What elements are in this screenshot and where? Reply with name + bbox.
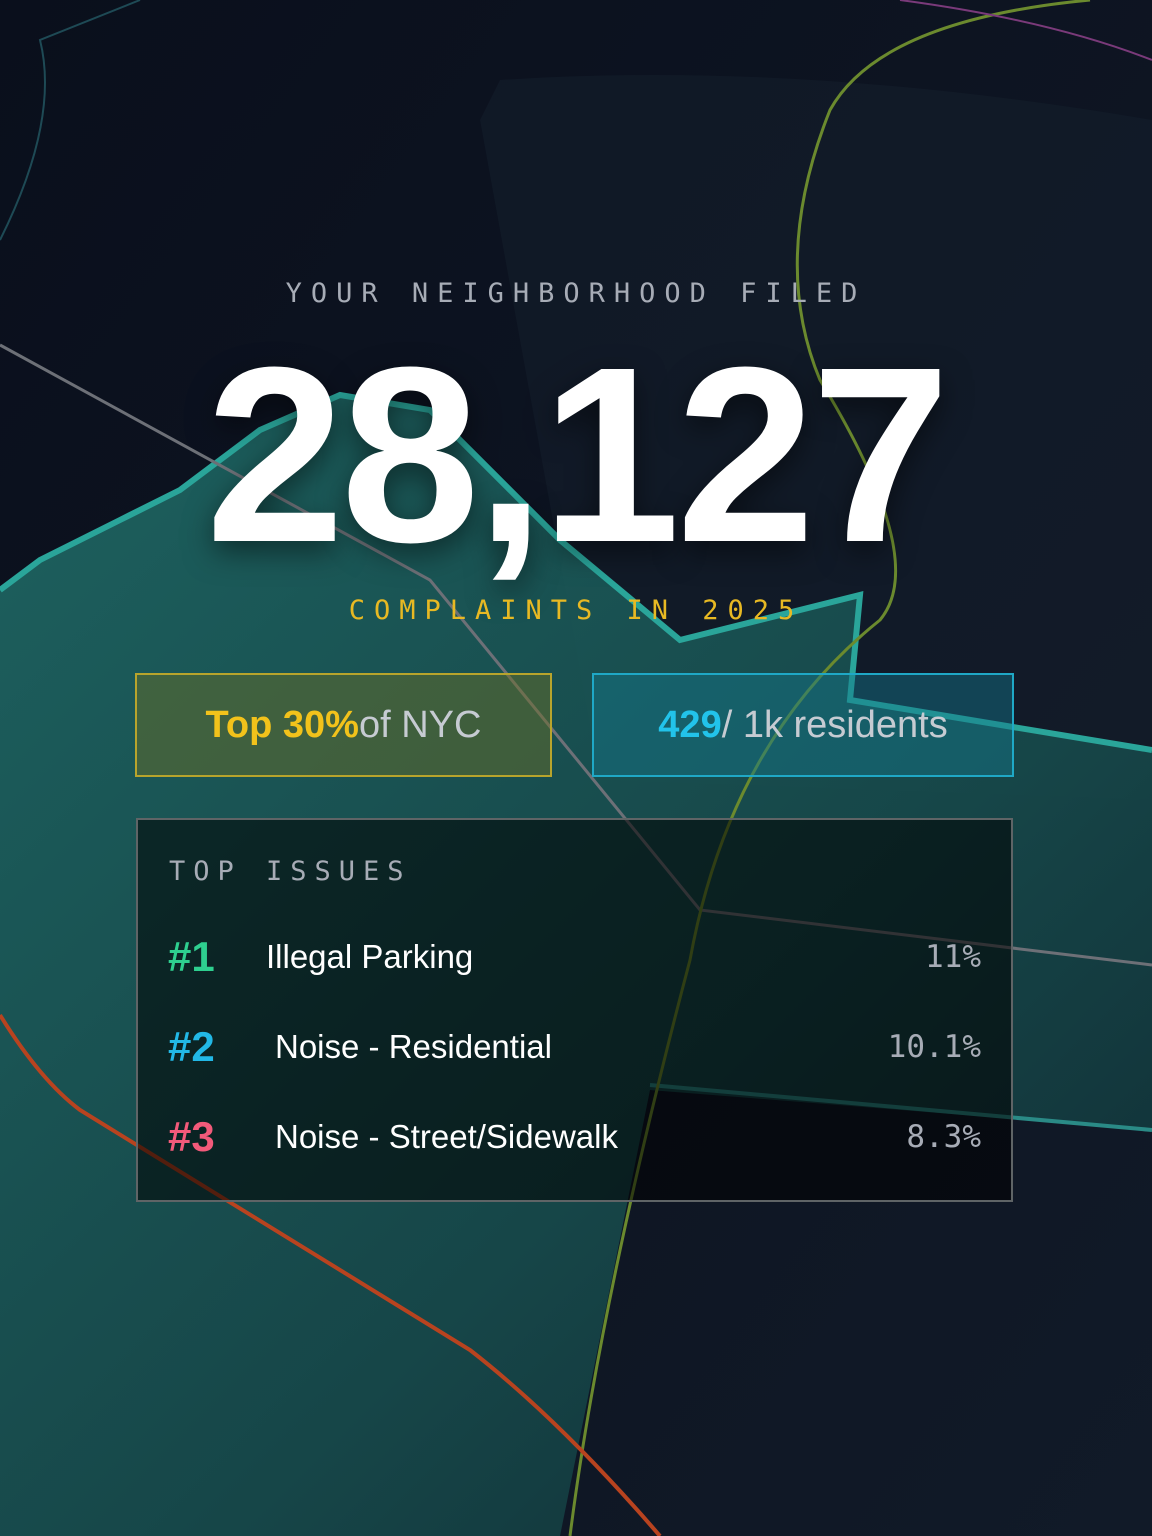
- issue-name: Illegal Parking: [266, 938, 474, 975]
- top-issues-panel: TOP ISSUES #1 Illegal Parking 11% #2 Noise -…: [136, 818, 1013, 1202]
- issue-rank: #1: [168, 933, 215, 980]
- issue-share: 11%: [925, 939, 981, 975]
- rank-badge: Top 30% of NYC: [135, 673, 552, 777]
- badge-highlight: Top 30%: [205, 703, 359, 746]
- rate-badge: 429 / 1k residents: [592, 673, 1014, 777]
- total-count: 28,127: [205, 315, 951, 594]
- issue-name: Noise - Residential: [275, 1028, 552, 1065]
- issue-row: #1 Illegal Parking 11%: [168, 927, 981, 987]
- badge-text: of NYC: [358, 703, 482, 746]
- panel-title: TOP ISSUES: [169, 856, 412, 887]
- issue-name: Noise - Street/Sidewalk: [275, 1118, 618, 1155]
- issue-rank: #2: [168, 1023, 215, 1070]
- badge-text: / 1k residents: [721, 703, 948, 746]
- issue-row: #3 Noise - Street/Sidewalk 8.3%: [168, 1107, 981, 1167]
- kicker: YOUR NEIGHBORHOOD FILED: [285, 278, 867, 309]
- issue-share: 8.3%: [906, 1119, 981, 1155]
- badge-highlight: 429: [658, 703, 722, 746]
- issue-share: 10.1%: [887, 1029, 981, 1065]
- issue-row: #2 Noise - Residential 10.1%: [168, 1017, 981, 1077]
- issue-rank: #3: [168, 1113, 215, 1160]
- caption: COMPLAINTS IN 2025: [348, 595, 804, 626]
